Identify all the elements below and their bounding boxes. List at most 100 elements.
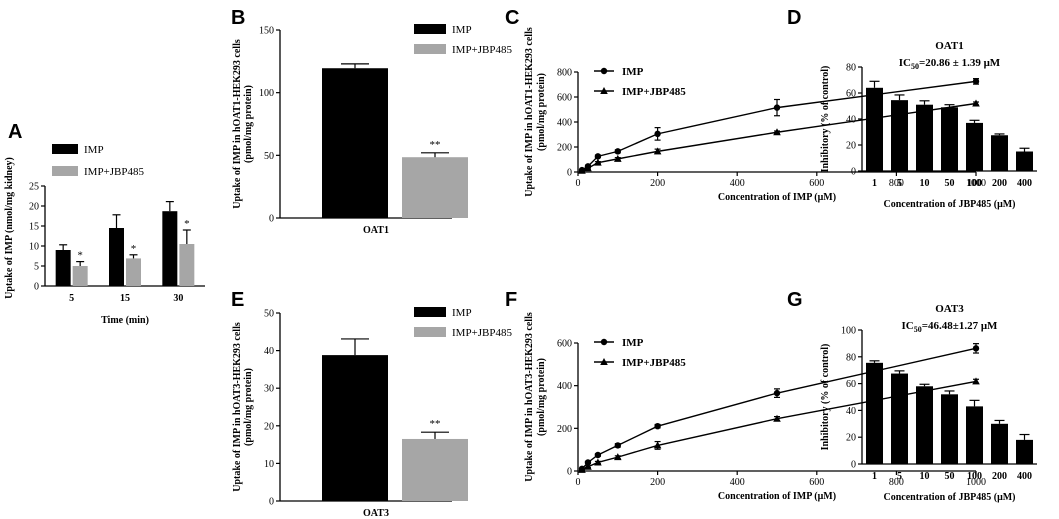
- x-axis-label: Concentration of JBP485 (μM): [883, 492, 1015, 503]
- bar-imp-jbp485: [402, 157, 468, 218]
- panel-letter-b: B: [231, 7, 245, 29]
- y-tick-label: 600: [557, 93, 572, 104]
- ic50-subscript: 50: [914, 325, 922, 334]
- data-point: [972, 377, 980, 385]
- x-tick-label: 200: [650, 178, 665, 189]
- legend-marker: [600, 338, 608, 346]
- y-tick-label: 80: [846, 63, 856, 74]
- y-tick-label: 0: [34, 282, 39, 293]
- data-point: [773, 389, 781, 397]
- x-tick-label: 0: [576, 477, 581, 488]
- legend-marker: [600, 358, 608, 365]
- data-point: [972, 345, 980, 352]
- significance-mark: *: [184, 218, 190, 230]
- x-axis-label: Time (min): [101, 315, 149, 326]
- y-tick-label: 10: [264, 459, 274, 470]
- x-tick-label: 400: [730, 477, 745, 488]
- legend-label: IMP+JBP485: [452, 327, 513, 339]
- panel-letter-d: D: [787, 7, 801, 29]
- data-point: [773, 414, 781, 422]
- y-tick-label: 5: [34, 262, 39, 273]
- x-tick-label: 600: [809, 477, 824, 488]
- data-point: [972, 78, 980, 85]
- x-tick-label: 1: [872, 471, 877, 482]
- legend-label: IMP: [622, 66, 644, 78]
- y-tick-label: 0: [851, 167, 856, 178]
- x-tick-label: 0: [576, 178, 581, 189]
- y-tick-label: 200: [557, 424, 572, 435]
- y-tick-label: 100: [841, 326, 856, 337]
- data-point: [653, 147, 662, 155]
- y-tick-label: 0: [269, 497, 274, 508]
- y-tick-label: 400: [557, 381, 572, 392]
- bar-inhibition: [1016, 439, 1033, 464]
- y-tick-label: 0: [567, 467, 572, 478]
- x-axis-label: Concentration of IMP (μM): [718, 491, 836, 502]
- y-axis-label: Uptake of IMP (nmol/mg kidney): [4, 157, 15, 299]
- y-tick-label: 60: [846, 89, 856, 100]
- y-axis-label: Uptake of IMP in hOAT3-HEK293 cells: [524, 312, 535, 482]
- y-tick-label: 60: [846, 379, 856, 390]
- y-tick-label: 15: [29, 222, 39, 233]
- data-point: [773, 128, 781, 136]
- y-axis-label: Uptake of IMP in hOAT1-HEK293 cells: [232, 39, 243, 209]
- x-tick-label: 1: [872, 178, 877, 189]
- y-tick-label: 400: [557, 118, 572, 129]
- legend-swatch: [414, 327, 446, 337]
- x-axis-label: OAT1: [363, 225, 389, 236]
- x-tick-label: 400: [1017, 471, 1032, 482]
- legend-swatch: [52, 166, 78, 176]
- y-tick-label: 20: [846, 433, 856, 444]
- data-point: [773, 104, 781, 111]
- panel-letter-e: E: [231, 289, 244, 311]
- bar-imp-jbp485: [72, 266, 88, 286]
- bar-inhibition: [916, 386, 933, 464]
- data-point: [594, 451, 602, 459]
- x-axis-label: OAT3: [363, 508, 389, 519]
- x-tick-label: 10: [920, 178, 930, 189]
- y-tick-label: 20: [846, 141, 856, 152]
- legend-label: IMP: [452, 307, 472, 319]
- data-point: [654, 423, 661, 430]
- data-point: [653, 441, 662, 449]
- panel-letter-f: F: [505, 289, 517, 311]
- ic50-label: IC50=46.48±1.27 μM: [902, 320, 999, 334]
- bar-inhibition: [991, 135, 1008, 171]
- ic50-prefix: IC: [899, 57, 911, 69]
- ic50-value: =20.86 ± 1.39 μM: [919, 57, 1001, 69]
- x-tick-label: 15: [120, 293, 130, 304]
- y-tick-label: 0: [567, 168, 572, 179]
- y-axis-label: Uptake of IMP in hOAT3-HEK293 cells: [232, 322, 243, 492]
- ic50-value: =46.48±1.27 μM: [922, 320, 998, 332]
- bar-imp-jbp485: [126, 258, 141, 286]
- bar-inhibition: [1016, 151, 1033, 171]
- x-tick-label: 200: [992, 178, 1007, 189]
- x-tick-label: 1000: [966, 477, 986, 488]
- legend-swatch: [52, 144, 78, 154]
- x-tick-label: 400: [730, 178, 745, 189]
- x-axis-label: Concentration of JBP485 (μM): [883, 199, 1015, 210]
- x-tick-label: 200: [992, 471, 1007, 482]
- y-tick-label: 20: [29, 202, 39, 213]
- x-tick-label: 100: [967, 471, 982, 482]
- legend-label: IMP: [84, 144, 104, 156]
- y-tick-label: 100: [259, 88, 274, 99]
- x-tick-label: 400: [1017, 178, 1032, 189]
- legend-label: IMP+JBP485: [622, 357, 686, 369]
- legend-label: IMP: [622, 337, 644, 349]
- data-point: [614, 442, 621, 449]
- y-tick-label: 10: [29, 242, 39, 253]
- data-point: [584, 164, 592, 172]
- y-tick-label: 150: [259, 26, 274, 37]
- y-tick-label: 50: [264, 151, 274, 162]
- bar-imp: [322, 68, 388, 218]
- chart-title: OAT3: [935, 303, 964, 315]
- bar-inhibition: [941, 394, 958, 464]
- y-tick-label: 40: [846, 406, 856, 417]
- legend-label: IMP+JBP485: [622, 86, 686, 98]
- y-axis-label: Uptake of IMP in hOAT1-HEK293 cells: [524, 27, 535, 197]
- x-tick-label: 800: [889, 178, 904, 189]
- ic50-prefix: IC: [902, 320, 914, 332]
- significance-mark: **: [430, 418, 441, 430]
